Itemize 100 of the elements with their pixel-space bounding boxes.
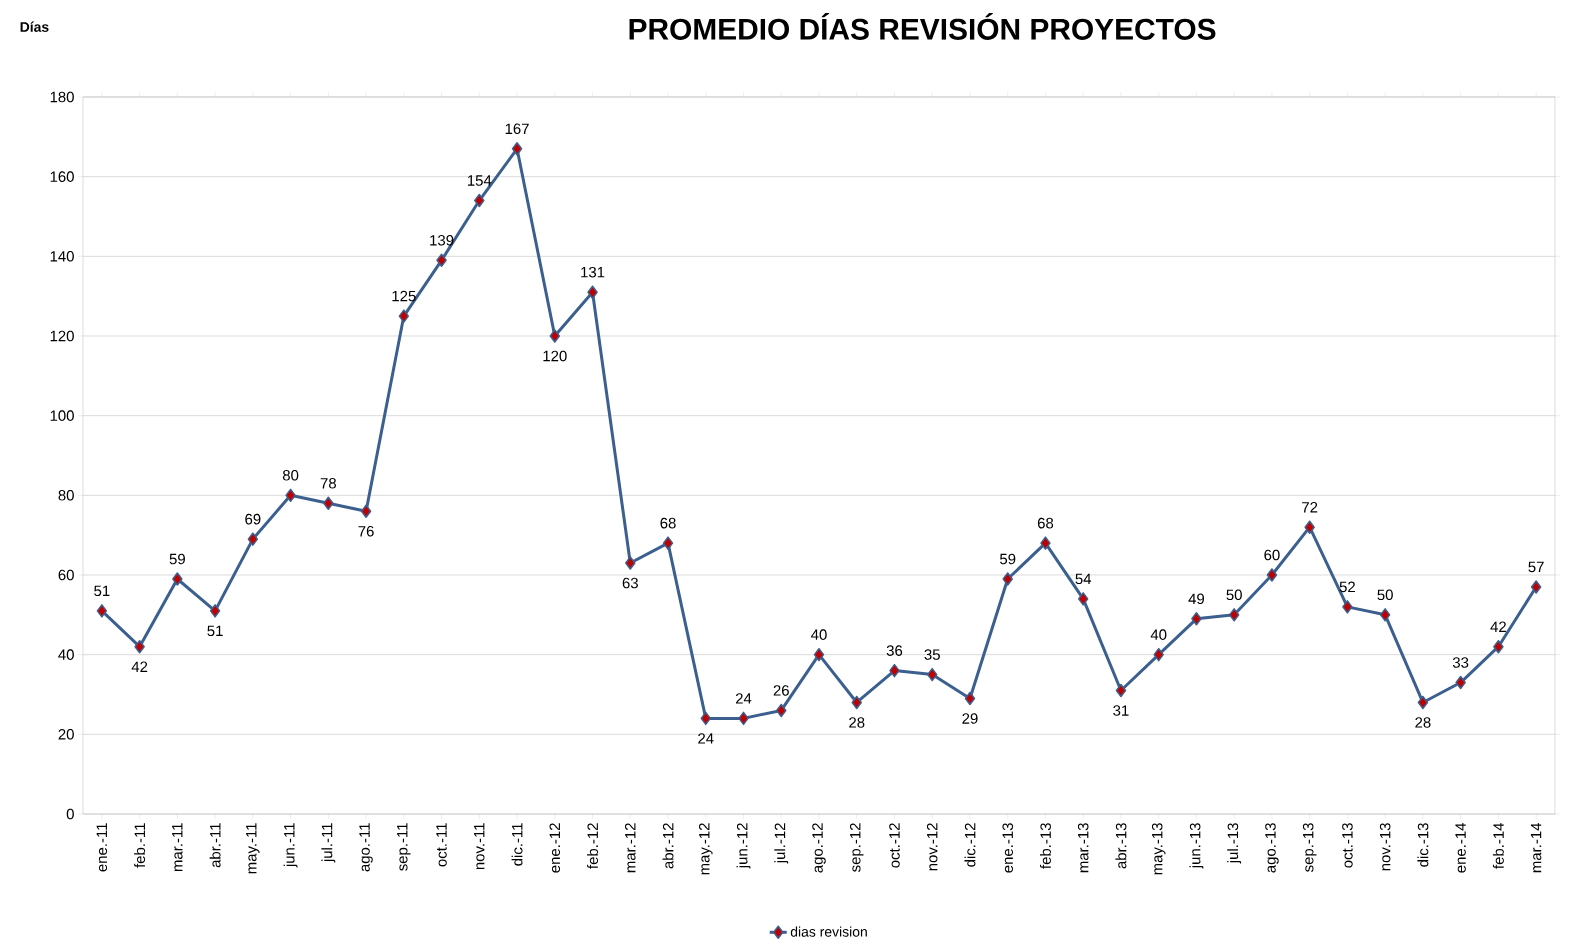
x-tick-label: mar.-12 xyxy=(624,823,636,873)
data-label: 24 xyxy=(735,693,752,704)
point xyxy=(360,504,372,519)
x-tick-label: abr.-13 xyxy=(1115,823,1127,869)
chart-title: PROMEDIO DÍAS REVISIÓN PROYECTOS xyxy=(629,13,1216,40)
data-label: 51 xyxy=(207,625,223,637)
point xyxy=(1342,600,1353,614)
y-tick-label: 180 xyxy=(50,91,74,103)
point xyxy=(700,711,712,726)
x-tick-label: ene.-11 xyxy=(96,823,108,872)
x-tick-label: may.-11 xyxy=(246,823,260,874)
data-label: 28 xyxy=(1415,717,1431,728)
point xyxy=(436,253,447,268)
data-label: 125 xyxy=(392,290,416,302)
point xyxy=(1455,675,1466,690)
point xyxy=(1266,568,1278,582)
x-tick-label: oct.-11 xyxy=(436,823,447,867)
data-label: 29 xyxy=(962,713,978,724)
data-label: 40 xyxy=(1150,629,1167,640)
data-label: 68 xyxy=(1037,517,1054,529)
point xyxy=(813,647,825,662)
point xyxy=(323,496,334,511)
y-tick-label: 0 xyxy=(66,808,74,820)
x-tick-label: nov.-11 xyxy=(474,823,485,870)
point xyxy=(1417,695,1429,710)
point xyxy=(172,572,183,586)
point xyxy=(1228,608,1240,622)
point xyxy=(209,604,221,618)
x-tick-label: sep.-11 xyxy=(397,823,411,871)
data-label: 54 xyxy=(1075,573,1092,585)
data-label: 57 xyxy=(1528,561,1544,573)
point xyxy=(549,329,561,343)
point xyxy=(625,556,636,570)
x-tick-label: ago.-11 xyxy=(359,823,373,872)
point xyxy=(662,536,674,550)
x-tick-label: ago.-12 xyxy=(812,823,826,873)
data-label: 131 xyxy=(581,266,605,278)
point xyxy=(587,285,598,299)
x-tick-label: dic.-12 xyxy=(964,823,976,867)
x-tick-label: abr.-11 xyxy=(209,823,221,868)
point xyxy=(1077,592,1089,606)
x-tick-label: sep.-13 xyxy=(1302,823,1317,872)
data-label: 60 xyxy=(1264,549,1280,561)
data-label: 59 xyxy=(1000,553,1016,565)
x-tick-label: mar.-11 xyxy=(172,823,183,872)
x-tick-label: feb.-14 xyxy=(1492,822,1504,869)
y-tick-label: 120 xyxy=(50,330,74,342)
x-tick-label: dic.-13 xyxy=(1417,823,1429,867)
y-tick-label: 20 xyxy=(58,729,74,740)
data-label: 50 xyxy=(1377,589,1393,601)
y-tick-label: 160 xyxy=(50,171,74,182)
point xyxy=(1191,612,1202,626)
x-tick-label: feb.-13 xyxy=(1039,823,1051,869)
x-tick-label: jun.-12 xyxy=(736,823,751,869)
x-tick-label: mar.-13 xyxy=(1077,823,1089,873)
x-tick-label: ene.-13 xyxy=(1002,823,1013,873)
data-label: 42 xyxy=(131,661,148,672)
x-tick-label: abr.-12 xyxy=(662,823,674,869)
data-label: 78 xyxy=(320,478,336,489)
y-axis-title: Días xyxy=(20,21,49,32)
point xyxy=(1493,639,1504,654)
data-label: 28 xyxy=(849,717,865,728)
data-label: 59 xyxy=(169,553,185,565)
data-label: 42 xyxy=(1490,621,1506,632)
x-tick-label: sep.-12 xyxy=(849,823,864,872)
data-label: 49 xyxy=(1188,593,1205,605)
data-label: 68 xyxy=(660,517,676,529)
point xyxy=(851,695,862,710)
x-tick-label: mar.-14 xyxy=(1530,822,1542,873)
point xyxy=(96,604,108,618)
point xyxy=(398,309,410,323)
data-label: 72 xyxy=(1302,501,1318,513)
y-tick-label: 100 xyxy=(50,410,74,421)
data-label: 154 xyxy=(467,175,492,186)
point xyxy=(1115,683,1127,698)
x-tick-label: ene.-12 xyxy=(549,823,561,873)
y-tick-label: 60 xyxy=(58,569,74,581)
y-tick-label: 40 xyxy=(58,649,74,660)
data-label: 120 xyxy=(543,350,567,362)
data-label: 69 xyxy=(245,513,261,525)
x-tick-label: jul.-11 xyxy=(321,823,336,863)
x-tick-label: ago.-13 xyxy=(1265,823,1279,873)
x-tick-label: jul.-12 xyxy=(774,823,789,864)
data-label: 51 xyxy=(94,585,110,597)
data-label: 139 xyxy=(430,235,454,246)
y-tick-label: 140 xyxy=(50,251,74,262)
x-tick-label: oct.-13 xyxy=(1342,823,1353,868)
x-tick-label: jul.-13 xyxy=(1227,823,1242,864)
y-tick-label: 80 xyxy=(58,490,74,501)
point xyxy=(1002,572,1013,586)
x-tick-label: nov.-12 xyxy=(926,823,938,871)
data-label: 33 xyxy=(1452,657,1469,668)
data-label: 167 xyxy=(505,123,529,135)
x-tick-label: jun.-11 xyxy=(283,823,298,868)
data-label: 80 xyxy=(282,470,299,481)
point xyxy=(247,532,259,546)
x-tick-label: may.-12 xyxy=(699,823,713,875)
data-label: 26 xyxy=(773,685,789,696)
x-tick-label: may.-13 xyxy=(1151,823,1166,875)
point xyxy=(926,667,938,682)
